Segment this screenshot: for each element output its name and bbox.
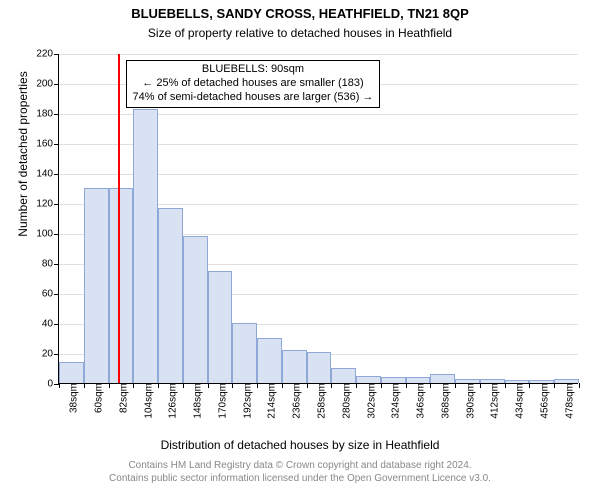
y-tick-label: 140 <box>36 169 59 180</box>
annotation-line: ← 25% of detached houses are smaller (18… <box>133 77 374 91</box>
y-tick-label: 80 <box>42 259 59 270</box>
x-tick <box>356 383 357 388</box>
x-tick <box>84 383 85 388</box>
x-tick-label: 324sqm <box>385 383 402 419</box>
x-tick <box>208 383 209 388</box>
x-tick-label: 104sqm <box>137 383 154 419</box>
annotation-line: 74% of semi-detached houses are larger (… <box>133 91 374 105</box>
histogram-bar <box>430 374 455 383</box>
y-tick-label: 180 <box>36 109 59 120</box>
histogram-bar <box>356 376 381 384</box>
x-tick-label: 38sqm <box>63 383 80 413</box>
histogram-bar <box>208 271 233 384</box>
x-tick-label: 280sqm <box>335 383 352 419</box>
y-tick-label: 20 <box>42 349 59 360</box>
gridline <box>59 54 578 55</box>
x-tick <box>554 383 555 388</box>
x-tick-label: 126sqm <box>162 383 179 419</box>
x-tick <box>257 383 258 388</box>
plot-area: 02040608010012014016018020022038sqm60sqm… <box>58 54 578 384</box>
histogram-bar <box>307 352 332 384</box>
y-tick-label: 100 <box>36 229 59 240</box>
y-tick-label: 160 <box>36 139 59 150</box>
y-tick-label: 40 <box>42 319 59 330</box>
x-tick <box>307 383 308 388</box>
x-tick <box>331 383 332 388</box>
histogram-bar <box>183 236 208 383</box>
histogram-bar <box>84 188 109 383</box>
histogram-bar <box>158 208 183 384</box>
x-tick <box>282 383 283 388</box>
annotation-line: BLUEBELLS: 90sqm <box>133 63 374 77</box>
y-tick-label: 220 <box>36 49 59 60</box>
histogram-bar <box>133 109 158 384</box>
x-tick <box>133 383 134 388</box>
x-tick-label: 302sqm <box>360 383 377 419</box>
chart-title: BLUEBELLS, SANDY CROSS, HEATHFIELD, TN21… <box>0 6 600 21</box>
x-tick <box>480 383 481 388</box>
credits-line-1: Contains HM Land Registry data © Crown c… <box>0 460 600 473</box>
x-tick-label: 412sqm <box>484 383 501 419</box>
x-axis-label: Distribution of detached houses by size … <box>0 438 600 452</box>
x-tick <box>406 383 407 388</box>
x-tick <box>232 383 233 388</box>
chart-subtitle: Size of property relative to detached ho… <box>0 26 600 40</box>
histogram-bar <box>331 368 356 383</box>
x-tick <box>109 383 110 388</box>
x-tick <box>381 383 382 388</box>
y-tick-label: 120 <box>36 199 59 210</box>
x-tick <box>59 383 60 388</box>
y-tick-label: 60 <box>42 289 59 300</box>
y-axis-label: Number of detached properties <box>16 0 30 319</box>
x-tick-label: 82sqm <box>112 383 129 413</box>
x-tick-label: 390sqm <box>459 383 476 419</box>
x-tick-label: 456sqm <box>533 383 550 419</box>
x-tick-label: 478sqm <box>558 383 575 419</box>
annotation-box: BLUEBELLS: 90sqm← 25% of detached houses… <box>126 60 381 108</box>
x-tick-label: 170sqm <box>211 383 228 419</box>
property-marker-line <box>118 54 120 383</box>
histogram-bar <box>257 338 282 383</box>
x-tick <box>455 383 456 388</box>
x-tick <box>430 383 431 388</box>
x-tick <box>505 383 506 388</box>
credits: Contains HM Land Registry data © Crown c… <box>0 460 600 485</box>
x-tick-label: 368sqm <box>434 383 451 419</box>
x-tick <box>183 383 184 388</box>
histogram-bar <box>232 323 257 383</box>
x-tick-label: 258sqm <box>311 383 328 419</box>
x-tick-label: 214sqm <box>261 383 278 419</box>
histogram-bar <box>282 350 307 383</box>
x-tick <box>529 383 530 388</box>
x-tick-label: 148sqm <box>187 383 204 419</box>
x-tick-label: 236sqm <box>286 383 303 419</box>
x-tick-label: 434sqm <box>509 383 526 419</box>
histogram-bar <box>59 362 84 383</box>
x-tick <box>158 383 159 388</box>
y-tick-label: 0 <box>47 379 59 390</box>
y-tick-label: 200 <box>36 79 59 90</box>
x-tick-label: 346sqm <box>410 383 427 419</box>
x-tick <box>579 383 580 388</box>
x-tick-label: 60sqm <box>88 383 105 413</box>
x-tick-label: 192sqm <box>236 383 253 419</box>
histogram-bar <box>109 188 134 383</box>
credits-line-2: Contains public sector information licen… <box>0 473 600 486</box>
